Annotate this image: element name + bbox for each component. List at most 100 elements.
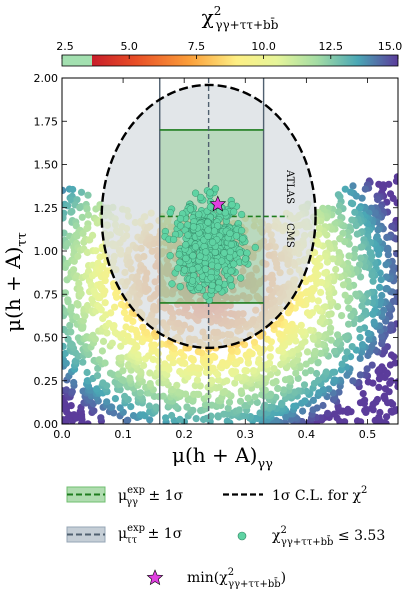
heat-point (311, 347, 319, 355)
heat-point (101, 287, 109, 295)
heat-point (341, 354, 349, 362)
heat-point (103, 382, 111, 390)
heat-point (370, 318, 378, 326)
good-point (232, 232, 241, 240)
heat-point (177, 349, 185, 357)
heat-point (228, 367, 236, 375)
heat-point (168, 411, 176, 420)
colorbar-tick-label: 7.5 (188, 40, 206, 53)
heat-point (383, 233, 391, 241)
heat-point (348, 216, 356, 224)
heat-point (62, 214, 67, 222)
x-tick-label: 0.3 (237, 428, 255, 441)
heat-point (108, 403, 116, 411)
heat-point (124, 332, 132, 340)
heat-point (306, 326, 314, 334)
heat-point (151, 341, 159, 349)
heat-point (348, 343, 356, 351)
heat-point (302, 360, 310, 368)
heat-point (274, 384, 282, 393)
heat-point (322, 368, 330, 376)
legend-ellipse-text: 1σ C.L. for χ2 (272, 485, 367, 504)
legend-item-good-points: χ2 γγ+ττ+bb̄ ≤ 3.53 (237, 525, 385, 548)
heat-point (345, 304, 353, 312)
heat-point (275, 330, 283, 338)
heat-point (392, 177, 398, 185)
heat-point (353, 417, 362, 424)
heat-point (240, 373, 248, 381)
good-point (206, 203, 215, 211)
heat-point (297, 328, 305, 336)
good-point (230, 208, 238, 216)
heat-point (225, 398, 234, 406)
heat-point (84, 211, 92, 219)
heat-point (314, 376, 323, 384)
good-point (226, 229, 234, 238)
heat-point (351, 245, 359, 253)
heat-point (334, 303, 342, 311)
heat-point (145, 402, 153, 410)
good-point (175, 250, 183, 259)
heat-point (377, 276, 385, 284)
good-point (214, 222, 222, 230)
heat-point (74, 300, 82, 308)
heat-point (196, 382, 204, 390)
good-point (226, 248, 235, 256)
heat-point (64, 296, 72, 304)
heat-point (315, 224, 323, 232)
heat-point (321, 252, 329, 260)
heat-point (368, 271, 376, 279)
heat-point (214, 376, 223, 384)
legend-item-tt-band: μexp ττ ± 1σ (66, 523, 183, 546)
legend-item-gg-band: μexp γγ ± 1σ (66, 485, 184, 508)
heat-point (201, 401, 210, 409)
heat-point (315, 389, 323, 397)
heat-point (67, 402, 75, 410)
heat-point (334, 208, 343, 216)
heat-point (344, 297, 352, 305)
heat-point (122, 323, 130, 331)
heat-point (393, 250, 398, 258)
heat-point (236, 397, 245, 405)
heat-point (142, 328, 150, 336)
heat-point (221, 387, 229, 396)
heat-point (89, 331, 97, 339)
heat-point (361, 185, 369, 193)
overlay (100, 83, 317, 350)
heat-point (267, 390, 275, 398)
heat-point (103, 329, 111, 337)
good-point (176, 215, 185, 223)
heat-point (89, 231, 97, 239)
heat-point (223, 417, 231, 424)
heat-point (62, 289, 69, 297)
heat-point (338, 312, 346, 320)
heat-point (349, 182, 357, 190)
heat-point (347, 312, 355, 320)
heat-point (98, 347, 106, 355)
heat-point (121, 392, 129, 400)
heat-point (127, 403, 135, 411)
heat-point (99, 337, 108, 345)
good-point (201, 265, 210, 273)
heat-point (317, 349, 325, 357)
heat-point (250, 338, 258, 346)
heat-point (385, 180, 393, 188)
heat-point (110, 322, 118, 330)
good-points (161, 185, 259, 304)
heat-point (62, 186, 67, 194)
heat-point (152, 403, 160, 411)
good-point (202, 248, 210, 256)
heat-point (319, 401, 327, 410)
heat-point (219, 359, 227, 367)
good-point (210, 227, 218, 235)
x-tick-label: 0.0 (53, 428, 71, 441)
heat-point (338, 360, 346, 368)
heat-point (358, 302, 366, 310)
heat-point (241, 402, 249, 410)
heat-point (324, 239, 332, 247)
heat-point (361, 406, 369, 415)
heat-point (363, 365, 371, 373)
heat-point (74, 334, 82, 342)
heat-point (385, 310, 393, 318)
